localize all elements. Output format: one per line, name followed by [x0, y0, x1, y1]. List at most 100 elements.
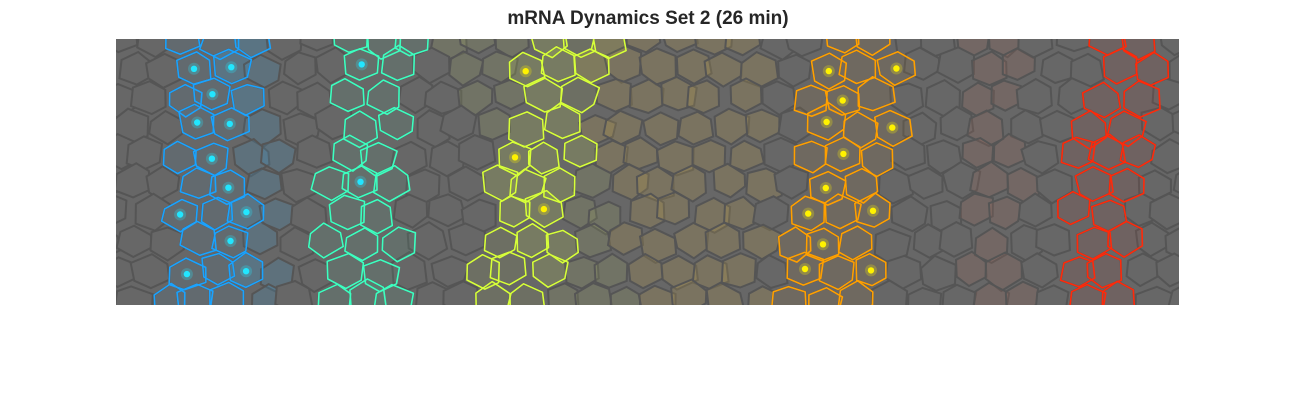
cell	[442, 280, 479, 305]
stripe-cell	[771, 285, 807, 305]
stripe-cell	[381, 226, 417, 263]
stripe-cell	[1056, 190, 1091, 226]
stripe-cell	[360, 198, 394, 235]
stripe-cell	[209, 281, 245, 305]
cell	[752, 195, 790, 232]
cell	[939, 105, 975, 142]
cell	[938, 220, 974, 258]
cell	[713, 107, 751, 146]
stripe-cell	[234, 39, 272, 59]
cell	[677, 110, 715, 146]
cell	[116, 195, 128, 224]
mrna-spot	[805, 210, 812, 217]
cell	[116, 162, 152, 199]
tissue-image	[116, 39, 1179, 305]
mrna-spot	[522, 68, 529, 75]
stripe-cell	[329, 77, 365, 113]
cell	[265, 39, 303, 61]
cell	[587, 200, 622, 236]
stripe-cell	[857, 75, 896, 112]
stripe-cell	[1069, 283, 1107, 305]
mrna-spot	[511, 154, 519, 161]
stripe-cell	[1123, 80, 1161, 118]
mrna-spot	[889, 124, 896, 131]
cell	[314, 103, 353, 141]
cell	[729, 77, 763, 113]
cell	[773, 165, 810, 200]
mrna-spot	[176, 211, 184, 218]
stripe-cell	[164, 39, 201, 55]
cell	[686, 79, 721, 115]
stripe-cell	[855, 39, 891, 57]
stripe-cell	[1119, 134, 1157, 169]
cell	[232, 137, 271, 178]
cell	[1020, 140, 1060, 175]
mrna-spot	[823, 118, 830, 126]
stripe-cell	[343, 110, 379, 149]
mrna-spot	[190, 65, 198, 72]
cell	[129, 80, 167, 116]
mrna-spot	[839, 97, 846, 104]
mrna-spot	[357, 178, 364, 185]
cell-grid	[116, 39, 1179, 305]
stripe-cell	[344, 227, 379, 262]
cell	[970, 50, 1008, 87]
cell	[423, 80, 463, 115]
cell	[259, 138, 297, 175]
stripe-2	[307, 39, 429, 305]
cell	[439, 104, 478, 142]
cell	[1134, 221, 1170, 258]
cell	[889, 82, 925, 117]
stripe-cell	[573, 48, 610, 84]
stripe-cell	[1087, 133, 1127, 171]
cell	[755, 253, 789, 290]
cell	[1134, 285, 1175, 305]
stripe-cell	[1076, 226, 1113, 260]
stripe-cell	[1081, 81, 1122, 119]
stripe-cell	[1107, 220, 1144, 258]
cell	[242, 53, 282, 89]
cell	[941, 283, 978, 305]
cell	[990, 79, 1022, 112]
stripe-cell	[367, 39, 402, 60]
stripe-cell	[1106, 110, 1147, 148]
cell	[966, 109, 1005, 148]
stripe-4	[771, 39, 917, 305]
stripe-cell	[838, 49, 877, 85]
stripe-cell	[826, 39, 860, 54]
cell	[988, 39, 1024, 59]
cell	[244, 167, 283, 201]
stripe-cell	[310, 166, 350, 202]
stripe-cell	[824, 193, 862, 230]
cell	[907, 166, 944, 200]
cell	[712, 162, 747, 199]
cell	[427, 193, 467, 228]
cell	[477, 106, 512, 141]
cell	[1168, 54, 1179, 86]
mrna-spot	[243, 208, 250, 216]
cell	[925, 139, 963, 175]
stripe-cell	[1059, 256, 1096, 288]
mrna-spot	[242, 268, 250, 275]
mrna-spot	[540, 205, 548, 213]
cell	[670, 164, 707, 203]
cell	[663, 39, 699, 54]
stripe-cell	[531, 39, 569, 59]
cell	[673, 221, 710, 260]
cell	[1017, 192, 1053, 228]
stripe-cell	[516, 222, 550, 259]
cell	[628, 78, 665, 115]
stripe-5	[1056, 39, 1170, 305]
cell	[1035, 223, 1071, 257]
stripe-cell	[1101, 280, 1136, 305]
cell	[720, 252, 757, 289]
cell	[973, 226, 1009, 265]
stripe-1	[153, 39, 272, 305]
stripe-cell	[1102, 47, 1138, 85]
cell	[785, 39, 824, 58]
cell	[447, 165, 486, 202]
cell	[116, 224, 154, 259]
cell	[129, 253, 171, 290]
cell	[987, 195, 1025, 231]
stripe-cell	[844, 167, 879, 204]
